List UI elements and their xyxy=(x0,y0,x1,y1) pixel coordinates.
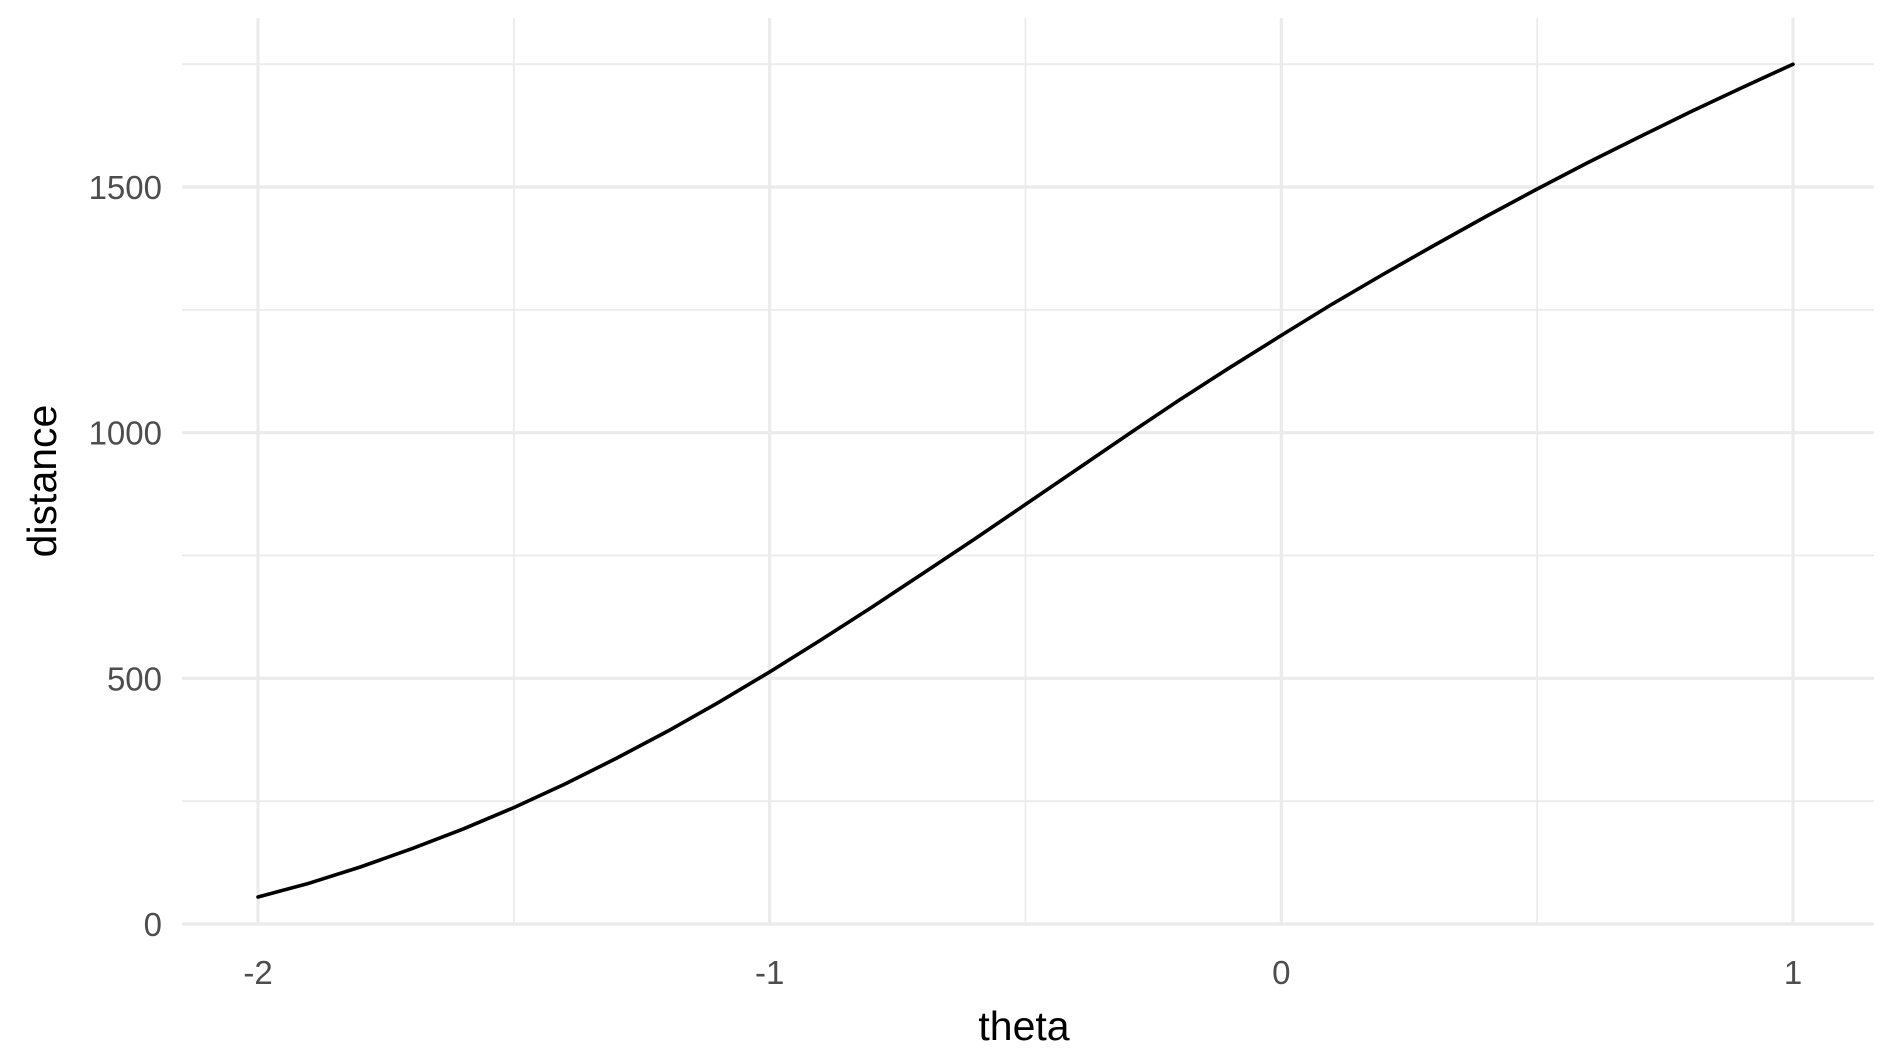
x-axis-tick-labels: -2 -1 0 1 xyxy=(243,954,1802,991)
y-tick-label: 500 xyxy=(107,660,162,697)
x-axis-title: theta xyxy=(978,1003,1069,1049)
y-tick-label: 1500 xyxy=(89,169,162,206)
y-tick-label: 1000 xyxy=(89,415,162,452)
x-tick-label: 0 xyxy=(1272,954,1290,991)
y-axis-title: distance xyxy=(19,405,65,558)
y-axis-tick-labels: 0 500 1000 1500 xyxy=(89,169,162,943)
series-layer xyxy=(256,62,1795,899)
x-tick-label: -1 xyxy=(755,954,784,991)
major-gridlines xyxy=(182,18,1874,926)
series-line-0 xyxy=(256,62,1795,899)
y-tick-label: 0 xyxy=(144,906,162,943)
x-tick-label: -2 xyxy=(243,954,272,991)
minor-gridlines xyxy=(182,18,1874,924)
x-tick-label: 1 xyxy=(1784,954,1802,991)
